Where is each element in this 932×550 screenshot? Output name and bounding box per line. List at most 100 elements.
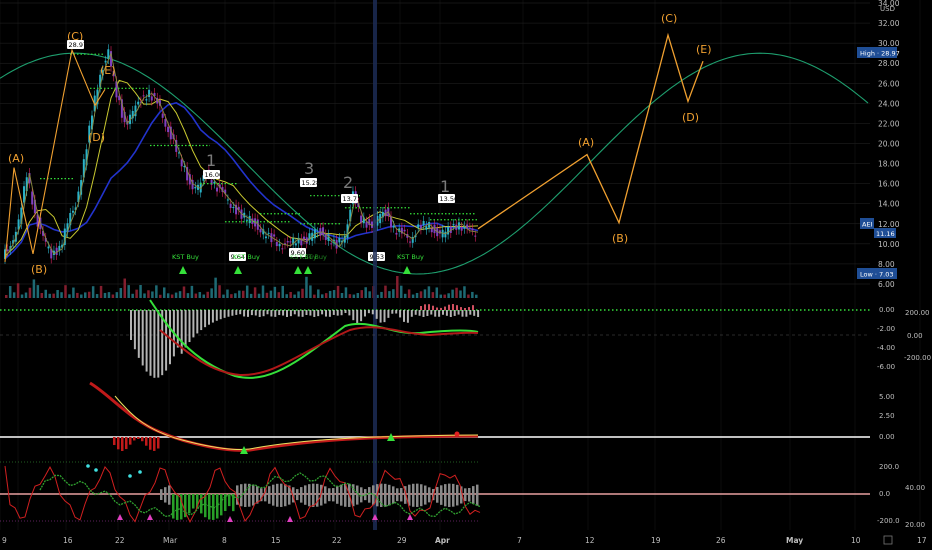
osc2-marker [387,433,395,441]
osc3-bar [404,486,407,504]
volume-bar [336,285,340,298]
cycle-number: 2 [343,173,353,192]
candle [164,119,167,127]
candle [338,238,341,243]
volume-bar [48,293,51,298]
candle [183,165,186,168]
osc3-bar [172,494,175,519]
volume-bar [139,284,142,298]
volume-bar [174,292,178,298]
time-tick-label: 26 [716,536,726,545]
macd-histogram-bar [250,310,253,316]
candle [218,184,221,188]
macd-histogram-bar [133,310,136,350]
candle [20,207,23,225]
osc3-bar [324,486,327,504]
price-tick-label: 34.00 [878,0,900,8]
candle [28,173,31,184]
time-tick-label: 17 [917,536,927,545]
osc3-bar [396,488,399,502]
price-tick-label: 16.00 [878,180,900,189]
candle [25,177,28,192]
candle [194,186,197,189]
macd-histogram-bar [204,310,207,328]
osc3-bar [340,484,343,506]
candle [115,81,118,98]
wave-count-past [4,48,106,262]
candle [419,224,422,230]
macd-histogram-bar [360,310,363,322]
candle [167,126,170,133]
price-tick-label: 8.00 [878,260,895,269]
macd-histogram-bar [422,310,425,317]
volume-bar [103,292,107,298]
osc2-bar [129,437,132,445]
cycle-arc [0,52,869,275]
candle [71,210,74,213]
osc3-bar [296,489,299,501]
candle [256,219,259,230]
macd-histogram-bar [430,310,433,315]
volume-bar [99,285,103,298]
candle [452,224,455,226]
volume-bar [249,293,253,298]
price-axis: 34.00 32.00 30.00 28.00 26.00 24.00 22.00 20.00… [878,0,900,289]
osc3-bar [288,485,291,505]
candle [267,232,270,234]
osc3-bar [388,484,391,506]
volume-bar [384,285,387,298]
macd-pane [0,299,870,379]
osc3-bar [184,494,187,518]
volume-bar [190,285,194,298]
macd-histogram-bar [395,310,398,314]
candle [286,241,289,243]
volume-bar [143,293,146,298]
candle [297,237,300,244]
candle [300,238,303,246]
macd-histogram-bar [424,304,426,310]
volume-bar [380,291,383,298]
settings-icon[interactable] [883,535,893,545]
time-tick-label: 22 [115,536,125,545]
osc3-green-line [39,472,481,518]
high-tag: High · 28.97 [860,50,900,58]
osc3-bar [248,483,251,507]
volume-bar [127,285,130,298]
candle [360,215,363,223]
volume-bar [242,290,245,298]
volume-bar [388,291,391,298]
volume-bar [392,289,395,298]
kst-label: KST Buy [290,253,317,261]
candle [213,181,216,184]
last-price-tag: 11.16 [876,230,895,238]
volume-bar [423,289,427,298]
osc3-bar [440,485,443,505]
volume-bar [155,285,158,298]
volume-bar [245,285,249,298]
candle [343,235,346,243]
volume-bar [451,289,454,298]
osc3-left-label: -200.0 [877,517,900,525]
macd-histogram-bar [247,310,249,317]
macd-histogram-bar [340,310,343,316]
macd-histogram-bar [436,307,438,310]
osc2-bar [149,437,152,450]
candle [346,224,349,239]
volume-bar [431,292,435,298]
osc3-bar [392,486,395,504]
osc3-bar [312,483,315,507]
kst-label: KST Buy [397,253,424,261]
kst-label: KST Buy [233,253,260,261]
osc2-label: 0.00 [879,433,895,441]
macd-histogram-bar [313,310,316,317]
candle [324,234,327,240]
osc3-bar [188,494,191,514]
macd-histogram-bar [184,310,187,348]
osc3-bar [368,487,371,503]
osc3-right-label: 20.00 [905,521,925,529]
osc3-marker [372,514,378,520]
osc2-bar [113,437,116,445]
kst-arrow [234,266,242,274]
candle [12,240,15,244]
